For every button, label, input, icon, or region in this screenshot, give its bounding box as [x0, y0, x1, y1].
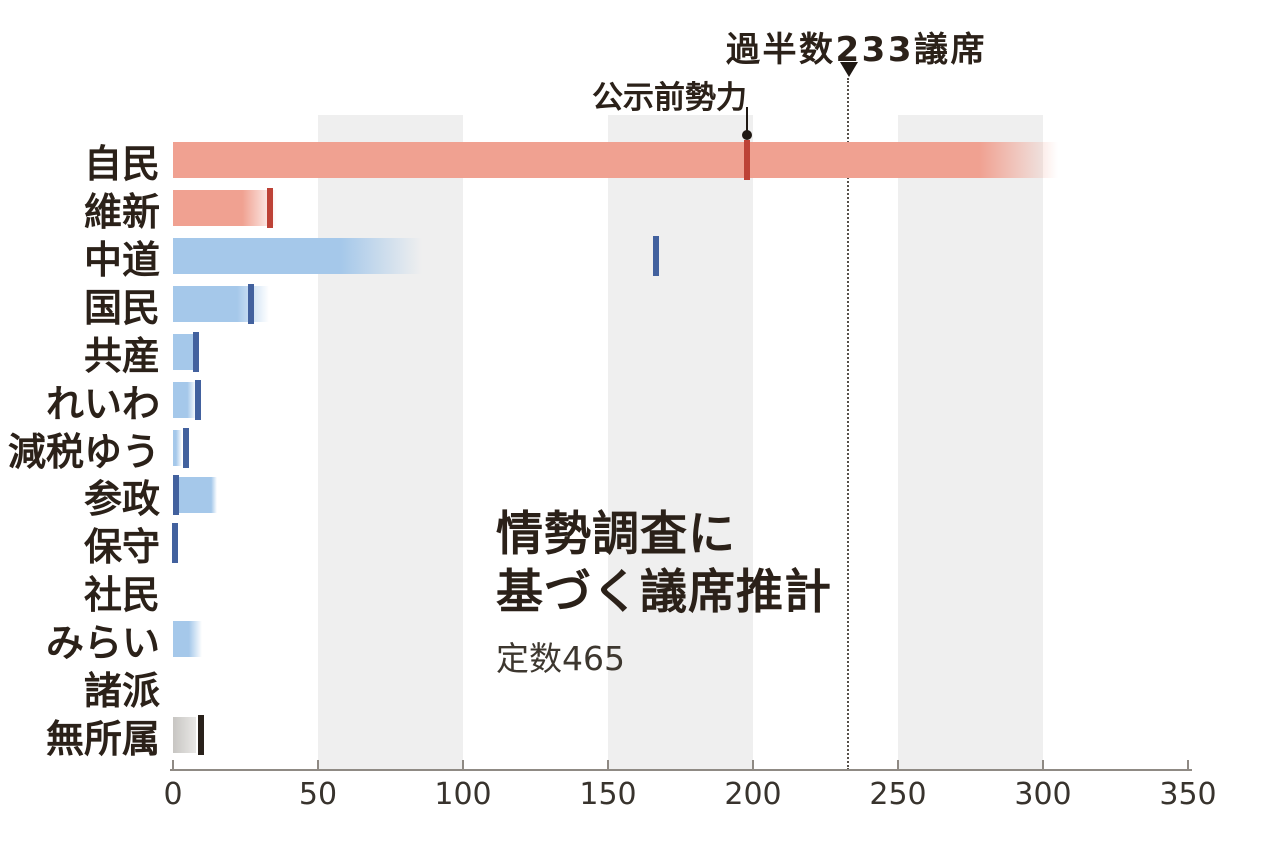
party-label: 国民	[83, 285, 160, 330]
pre-election-tick	[193, 332, 200, 372]
projection-bar	[173, 717, 197, 753]
x-axis-tick-label: 0	[163, 777, 183, 812]
party-label: れいわ	[45, 381, 160, 426]
party-label: みらい	[45, 620, 160, 665]
party-label: 参政	[83, 476, 160, 521]
x-axis-tick-label: 100	[434, 777, 492, 812]
pre-election-tick	[652, 236, 659, 276]
x-axis-tick	[1187, 760, 1189, 769]
projection-bar	[173, 238, 423, 274]
chart-title-block: 情勢調査に 基づく議席推計 定数465	[496, 506, 832, 680]
pre-election-dot	[742, 130, 752, 140]
pre-election-tick	[197, 715, 204, 755]
party-label: 維新	[83, 189, 160, 234]
projection-bar	[173, 190, 278, 226]
party-label: 社民	[83, 572, 160, 617]
x-axis-tick-label: 50	[298, 777, 338, 812]
x-axis-tick	[462, 760, 464, 769]
chart-title-line1: 情勢調査に	[496, 507, 736, 562]
x-axis-tick-label: 250	[869, 777, 927, 812]
pre-election-tick	[248, 284, 255, 324]
x-axis-tick-label: 300	[1014, 777, 1072, 812]
x-axis-tick	[607, 760, 609, 769]
x-axis-tick	[172, 760, 174, 769]
x-axis-tick	[752, 760, 754, 769]
background-band	[898, 115, 1043, 770]
projection-bar	[173, 286, 269, 322]
pre-election-annotation: 公示前勢力	[592, 80, 747, 116]
background-band	[608, 115, 753, 770]
triangle-down-icon	[840, 62, 858, 77]
party-label: 自民	[83, 141, 160, 186]
party-label: 保守	[83, 524, 160, 569]
party-label: 無所属	[45, 716, 160, 761]
x-axis-tick	[317, 760, 319, 769]
projection-bar	[173, 382, 197, 418]
party-label: 中道	[83, 237, 160, 282]
chart-subtitle: 定数465	[496, 639, 625, 678]
x-axis-tick-label: 200	[724, 777, 782, 812]
party-label: 諸派	[83, 668, 160, 713]
pre-election-tick	[267, 188, 274, 228]
pre-election-tick	[182, 428, 189, 468]
pre-election-tick	[172, 475, 179, 515]
x-axis-line	[170, 769, 1192, 771]
x-axis-tick	[897, 760, 899, 769]
x-axis-tick	[1042, 760, 1044, 769]
party-label: 減税ゆう	[7, 429, 160, 474]
party-label: 共産	[83, 333, 160, 378]
x-axis-tick-label: 150	[579, 777, 637, 812]
projection-bar	[173, 477, 217, 513]
x-axis-tick-label: 350	[1159, 777, 1217, 812]
pre-election-tick	[172, 523, 179, 563]
projection-bar	[173, 142, 1058, 178]
majority-guide-line	[847, 78, 850, 770]
pre-election-tick	[744, 140, 751, 180]
pre-election-leader-line	[746, 107, 748, 132]
projection-bar	[173, 430, 182, 466]
projection-bar	[173, 621, 202, 657]
chart-title-line2: 基づく議席推計	[496, 565, 832, 620]
pre-election-tick	[194, 380, 201, 420]
background-band	[318, 115, 463, 770]
